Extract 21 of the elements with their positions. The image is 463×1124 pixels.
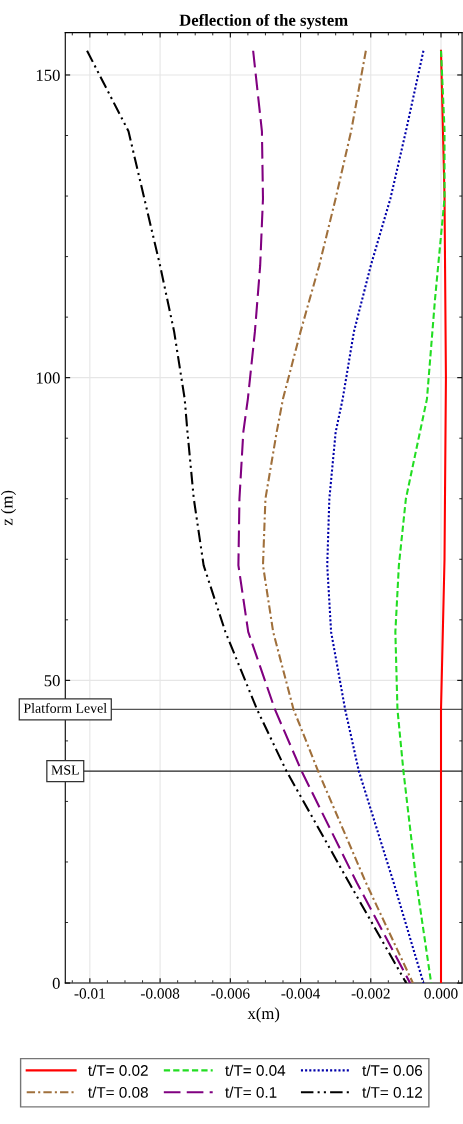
x-tick-label: -0.006 bbox=[211, 988, 250, 999]
legend-label: t/T= 0.02 bbox=[88, 1064, 148, 1076]
legend-label: t/T= 0.12 bbox=[362, 1086, 422, 1098]
y-axis-title: z (m) bbox=[0, 490, 16, 526]
legend-label: t/T= 0.04 bbox=[225, 1064, 286, 1076]
y-tick-label: 0 bbox=[52, 977, 60, 989]
x-tick-label: -0.01 bbox=[74, 988, 105, 999]
ref-line-label: Platform Level bbox=[23, 702, 107, 713]
x-tick-label: -0.002 bbox=[351, 988, 390, 999]
y-tick-label: 50 bbox=[44, 675, 60, 687]
chart-title: Deflection of the system bbox=[179, 13, 348, 30]
x-tick-label: -0.008 bbox=[140, 988, 180, 999]
y-tick-label: 100 bbox=[36, 372, 60, 384]
legend-label: t/T= 0.08 bbox=[88, 1086, 148, 1098]
x-axis-title: x(m) bbox=[247, 1007, 280, 1023]
x-tick-label: 0.000 bbox=[424, 988, 458, 999]
legend-label: t/T= 0.06 bbox=[362, 1064, 423, 1076]
legend-label: t/T= 0.1 bbox=[225, 1086, 277, 1098]
x-tick-label: -0.004 bbox=[281, 988, 321, 999]
ref-line-label: MSL bbox=[51, 765, 79, 775]
y-tick-label: 150 bbox=[36, 69, 60, 81]
